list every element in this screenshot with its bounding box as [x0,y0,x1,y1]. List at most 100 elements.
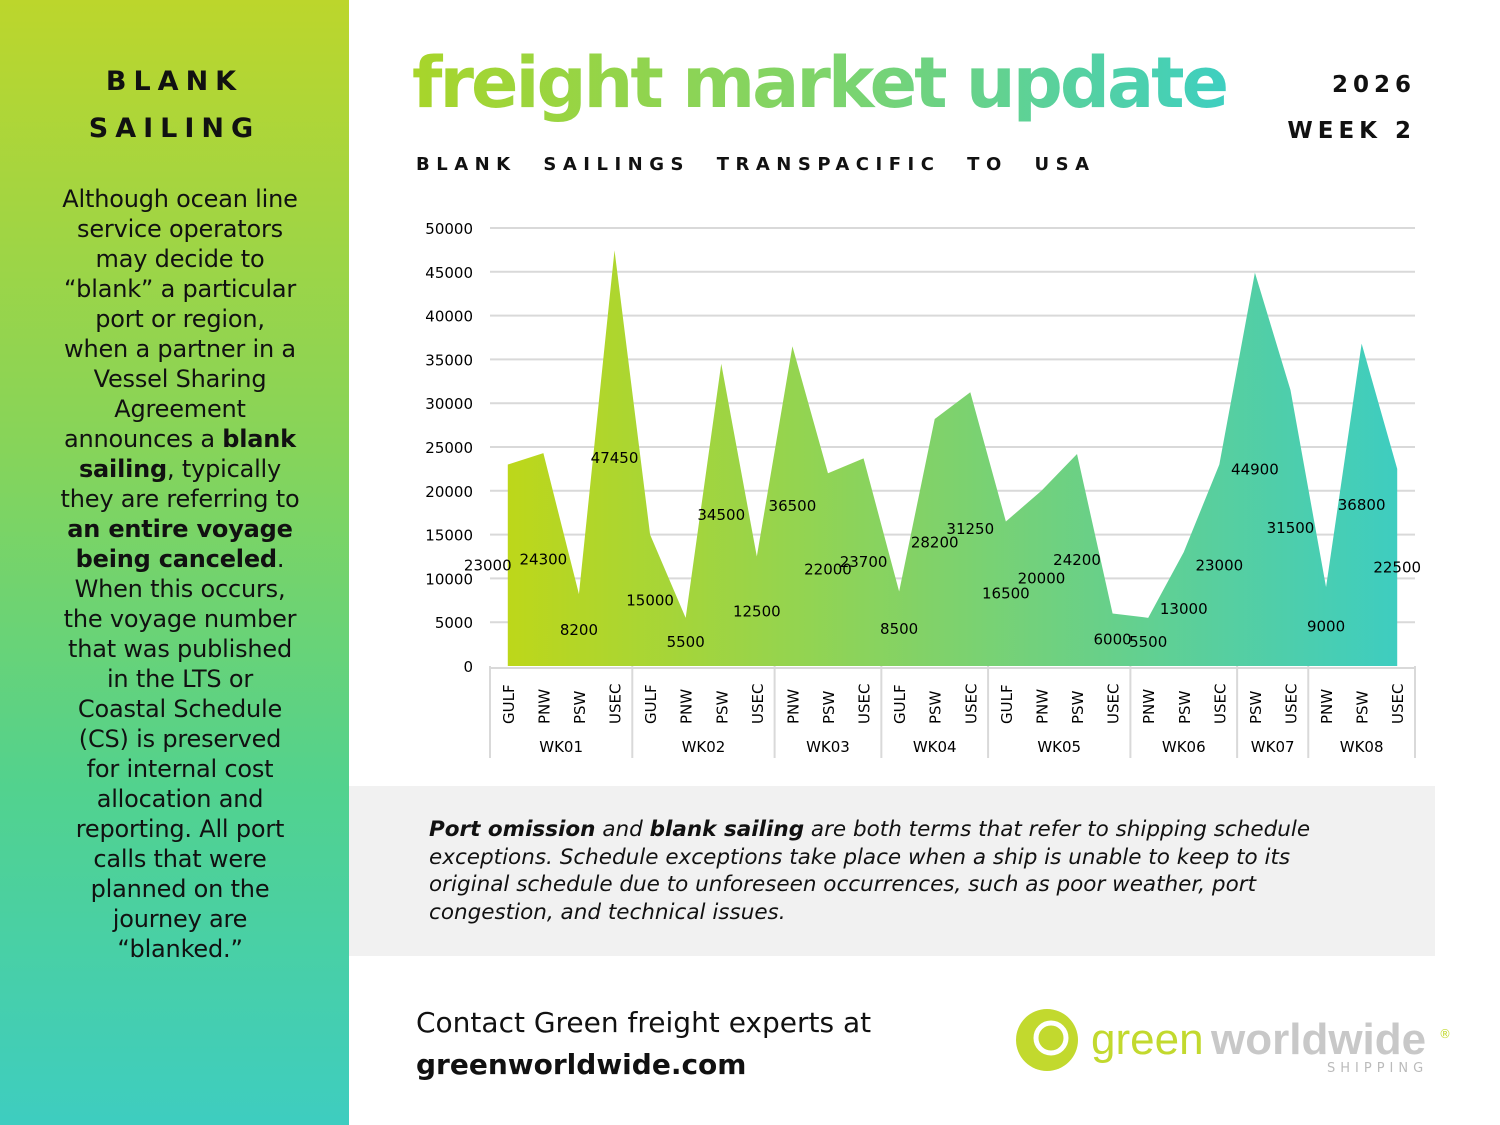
x-tick-label: PSW [1247,690,1265,724]
y-tick-label: 10000 [425,570,473,588]
week: WEEK 2 [1287,118,1416,144]
x-tick-label: USEC [607,684,625,724]
x-tick-label: PNW [678,689,696,724]
contact-text: Contact Green freight experts at [416,1006,872,1039]
text: Although ocean line service operators ma… [62,185,298,453]
data-label: 12500 [733,602,781,620]
text: and [595,817,650,842]
data-label: 15000 [626,591,674,609]
contact: Contact Green freight experts at greenwor… [416,1002,871,1086]
data-label: 6000 [1094,631,1132,649]
y-tick-label: 20000 [425,483,473,501]
data-label: 24300 [520,551,568,569]
y-tick-label: 35000 [425,351,473,369]
area-chart: 23000 24300 8200 47450 15000 5500 34500 12500 36… [425,220,1421,758]
company-logo: green worldwide ® SHIPPING [1016,1009,1451,1076]
y-tick-label: 5000 [435,614,473,632]
x-tick-label: GULF [998,684,1016,724]
x-tick-label: PSW [1354,690,1372,724]
y-tick-label: 45000 [425,264,473,282]
x-tick-label: PNW [535,689,553,724]
x-tick-label: PNW [784,689,802,724]
data-label: 23700 [840,553,888,571]
x-tick-label: USEC [1211,684,1229,724]
x-tick-label: GULF [500,684,518,724]
data-label: 8200 [560,621,598,639]
x-tick-label: GULF [891,684,909,724]
x-tick-label: PSW [1069,690,1087,724]
x-tick-label: PSW [713,690,731,724]
data-label: 5500 [667,633,705,651]
x-tick-label: GULF [642,684,660,724]
sidebar-title: BLANK SAILING [88,66,261,144]
x-tick-label: PSW [571,690,589,724]
data-label: 36500 [769,497,817,515]
group-label: WK04 [913,738,957,756]
text: . When this occurs, the voyage number th… [63,545,297,963]
group-label: WK03 [806,738,850,756]
data-label: 23000 [1195,556,1243,574]
group-label: WK05 [1037,738,1081,756]
x-tick-label: USEC [1389,684,1407,724]
x-tick-label: USEC [962,684,980,724]
data-label: 16500 [982,585,1030,603]
x-tick-label: USEC [749,684,767,724]
x-tick-label: USEC [1282,684,1300,724]
year: 2026 [1331,72,1416,98]
x-tick-label: PSW [1176,690,1194,724]
x-tick-label: PNW [1140,689,1158,724]
data-label: 31250 [946,520,994,538]
sidebar-text: Although ocean line service operators ma… [60,184,300,964]
data-label: 31500 [1267,519,1315,537]
text: are both terms that refer to shipping sc… [429,817,1311,925]
data-label: 47450 [591,449,639,467]
globe-icon [1016,1009,1078,1071]
group-label: WK08 [1340,738,1384,756]
page-title: freight market update [412,42,1229,124]
bold-text: blank sailing [649,817,805,842]
data-label: 44900 [1231,460,1279,478]
sidebar: BLANK SAILING Although ocean line servic… [0,0,349,1125]
logo-green: green [1091,1015,1204,1064]
group-label: WK02 [682,738,726,756]
y-tick-label: 30000 [425,395,473,413]
group-label: WK07 [1251,738,1295,756]
data-label: 20000 [1018,569,1066,587]
data-label: 22000 [804,561,852,579]
data-label: 23000 [464,556,512,574]
group-label: WK06 [1162,738,1206,756]
x-tick-label: PNW [1033,689,1051,724]
bold-text: blank sailing [78,425,296,483]
data-label: 8500 [880,620,918,638]
date-block: 2026 WEEK 2 [1287,62,1416,154]
x-tick-label: PSW [820,690,838,724]
chart-title: BLANK SAILINGS TRANSPACIFIC TO USA [416,154,1096,175]
group-label: WK01 [539,738,583,756]
data-label: 22500 [1373,558,1421,576]
logo-worldwide: worldwide [1210,1015,1426,1064]
text: , typically they are referring to [60,455,300,513]
data-label: 13000 [1160,600,1208,618]
x-tick-label: USEC [856,684,874,724]
x-tick-label: USEC [1105,684,1123,724]
y-tick-label: 40000 [425,308,473,326]
y-tick-label: 15000 [425,527,473,545]
data-label: 36800 [1338,496,1386,514]
data-label: 5500 [1129,633,1167,651]
data-label: 9000 [1307,618,1345,636]
bold-text: Port omission [429,817,596,842]
data-label: 28200 [911,533,959,551]
area-series [507,250,1398,666]
data-label: 34500 [697,506,745,524]
logo-sub: SHIPPING [1327,1061,1428,1076]
y-tick-label: 0 [463,658,473,676]
data-label: 24200 [1053,551,1101,569]
website-link[interactable]: greenworldwide.com [416,1048,747,1081]
y-tick-label: 50000 [425,220,473,238]
bold-text: an entire voyage being canceled [67,515,293,573]
y-tick-label: 25000 [425,439,473,457]
note-box: Port omission and blank sailing are both… [349,786,1435,956]
x-tick-label: PSW [927,690,945,724]
logo-reg: ® [1439,1027,1451,1041]
x-tick-label: PNW [1318,689,1336,724]
